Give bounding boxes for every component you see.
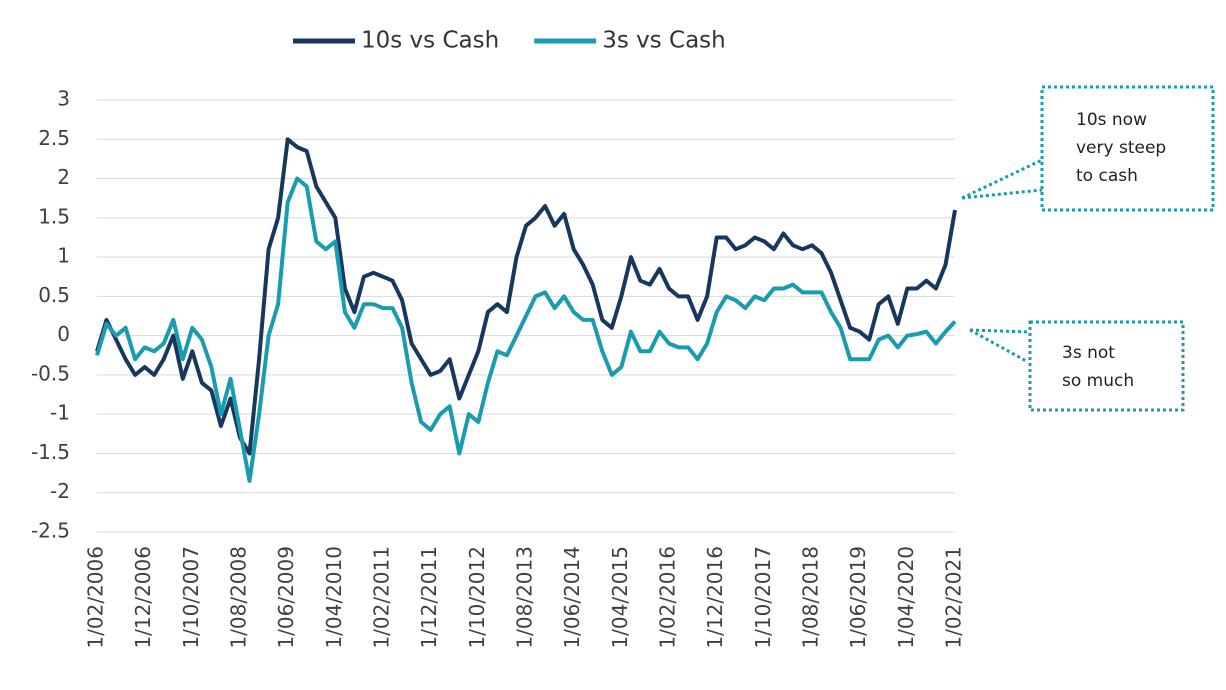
x-tick-label: 1/10/2012 — [465, 546, 489, 649]
x-tick-label: 1/10/2007 — [179, 546, 203, 649]
annotation-text: 10s now — [1076, 110, 1147, 130]
x-tick-label: 1/02/2021 — [942, 546, 966, 649]
annotation-text: very steep — [1076, 138, 1166, 158]
x-tick-label: 1/06/2019 — [846, 546, 870, 649]
x-tick-label: 1/10/2017 — [751, 546, 775, 649]
x-tick-label: 1/04/2020 — [894, 546, 918, 649]
x-tick-label: 1/08/2013 — [513, 546, 537, 649]
annotation-connector — [969, 328, 1031, 364]
x-tick-label: 1/12/2016 — [703, 546, 727, 649]
series-line — [95, 176, 957, 483]
x-tick-label: 1/08/2018 — [799, 546, 823, 649]
annotation-box — [1040, 85, 1215, 212]
x-tick-label: 1/06/2014 — [560, 546, 584, 649]
y-tick-label: -1.5 — [31, 440, 70, 464]
annotation-box — [1028, 320, 1185, 412]
x-tick-label: 1/04/2015 — [608, 546, 632, 649]
x-tick-label: 1/02/2011 — [370, 546, 394, 649]
annotation-text: to cash — [1076, 166, 1138, 186]
x-tick-label: 1/04/2010 — [322, 546, 346, 649]
y-tick-label: 0 — [57, 322, 70, 346]
y-tick-label: -2.5 — [31, 519, 70, 543]
y-tick-label: 1 — [57, 244, 70, 268]
legend-label: 3s vs Cash — [602, 28, 726, 54]
annotation-connector — [961, 158, 1043, 200]
y-tick-label: 2 — [57, 165, 70, 189]
y-tick-label: 1.5 — [38, 204, 70, 228]
x-tick-label: 1/12/2011 — [417, 546, 441, 649]
y-tick-label: -0.5 — [31, 361, 70, 385]
y-tick-label: 2.5 — [38, 126, 70, 150]
y-tick-label: 0.5 — [38, 283, 70, 307]
y-tick-label: 3 — [57, 87, 70, 111]
legend-label: 10s vs Cash — [361, 28, 499, 54]
y-tick-label: -1 — [50, 401, 70, 425]
annotation-text: so much — [1062, 371, 1134, 391]
x-tick-label: 1/12/2006 — [131, 546, 155, 649]
x-tick-label: 1/02/2016 — [656, 546, 680, 649]
x-tick-label: 1/06/2009 — [274, 546, 298, 649]
x-tick-label: 1/02/2006 — [84, 546, 108, 649]
x-tick-label: 1/08/2008 — [227, 546, 251, 649]
annotation-text: 3s not — [1062, 343, 1115, 363]
y-tick-label: -2 — [50, 479, 70, 503]
